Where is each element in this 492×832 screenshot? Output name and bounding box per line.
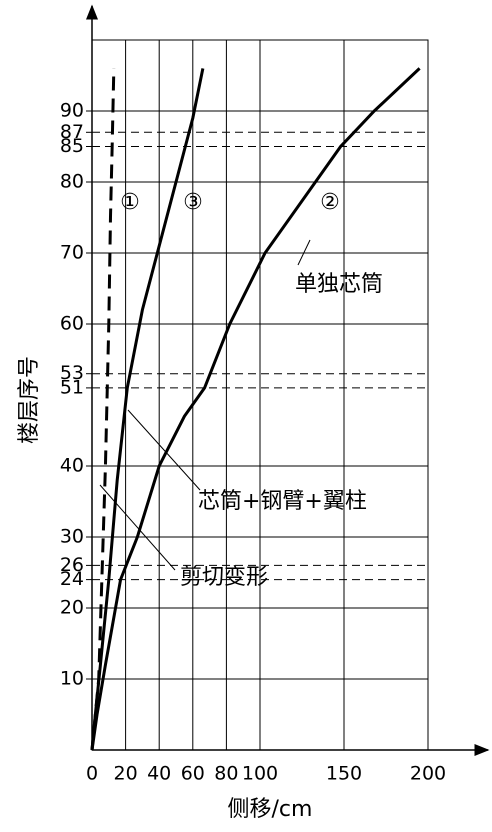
y-tick-label: 10 (60, 668, 84, 690)
series-label: ① (120, 190, 140, 215)
x-axis-label: 侧移/cm (228, 797, 313, 822)
leader (297, 239, 311, 266)
y-tick-label: 24 (60, 568, 84, 590)
y-tick-label: 51 (60, 376, 84, 398)
x-tick-label: 0 (86, 763, 98, 785)
y-axis-label: 楼层序号 (17, 356, 42, 444)
x-tick-label: 100 (242, 763, 278, 785)
series-label: ③ (183, 190, 203, 215)
x-tick-label: 40 (147, 763, 171, 785)
x-tick-label: 20 (114, 763, 138, 785)
annotation: 芯筒+钢臂+翼柱 (198, 489, 367, 514)
leader (99, 484, 176, 571)
y-tick-label: 85 (60, 135, 84, 157)
y-tick-label: 20 (60, 597, 84, 619)
leader (127, 409, 201, 491)
x-tick-label: 150 (326, 763, 362, 785)
x-tick-label: 200 (410, 763, 446, 785)
y-tick-label: 30 (60, 526, 84, 548)
line-series (90, 67, 421, 751)
series-label: ② (320, 190, 340, 215)
y-tick-label: 70 (60, 242, 84, 264)
annotation: 剪切变形 (180, 565, 268, 590)
x-tick-label: 60 (181, 763, 205, 785)
x-tick-label: 80 (214, 763, 238, 785)
y-tick-label: 53 (60, 362, 84, 384)
y-tick-label: 80 (60, 171, 84, 193)
annotation: 单独芯筒 (295, 272, 383, 297)
y-tick-label: 87 (60, 121, 84, 143)
line-series (90, 68, 205, 751)
y-tick-label: 90 (60, 100, 84, 122)
y-tick-label: 26 (60, 554, 84, 576)
y-tick-label: 60 (60, 313, 84, 335)
y-tick-label: 40 (60, 455, 84, 477)
